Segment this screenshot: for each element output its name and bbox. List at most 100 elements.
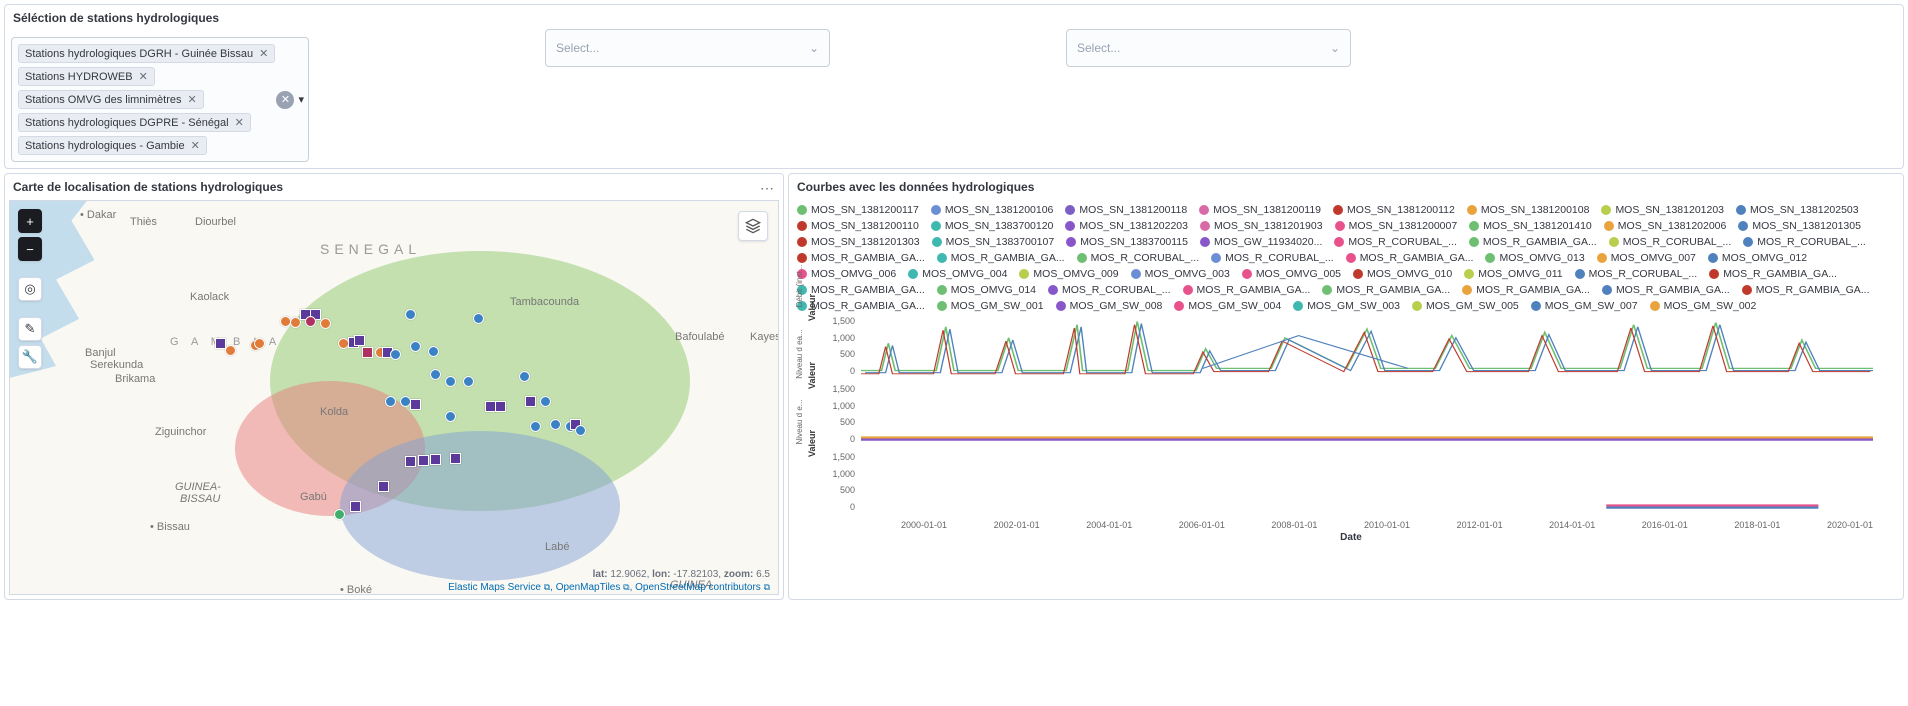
station-marker[interactable] [519,371,530,382]
legend-item[interactable]: MOS_GM_SW_005 [1412,300,1519,312]
station-marker[interactable] [525,396,536,407]
legend-item[interactable]: MOS_SN_1381201203 [1601,204,1724,216]
dropdown-caret-icon[interactable]: ▾ [298,93,304,106]
panel-options-icon[interactable]: ⋯ [760,180,775,197]
tools-button[interactable]: 🔧 [18,345,42,369]
legend-item[interactable]: MOS_R_GAMBIA_GA... [937,252,1065,264]
filter-select-2[interactable]: Select... ⌄ [1066,29,1351,67]
legend-item[interactable]: MOS_OMVG_009 [1019,268,1118,280]
legend-item[interactable]: MOS_R_CORUBAL_... [1048,284,1171,296]
legend-item[interactable]: MOS_OMVG_012 [1708,252,1807,264]
legend-item[interactable]: MOS_SN_1381202006 [1604,220,1727,232]
legend-item[interactable]: MOS_OMVG_010 [1353,268,1452,280]
legend-item[interactable]: MOS_SN_1381200119 [1199,204,1321,216]
layers-button[interactable] [738,211,768,241]
station-marker[interactable] [405,456,416,467]
legend-item[interactable]: MOS_R_GAMBIA_GA... [1462,284,1590,296]
station-marker[interactable] [410,399,421,410]
legend-item[interactable]: MOS_SN_1381202503 [1736,204,1859,216]
station-marker[interactable] [350,501,361,512]
filter-select-1[interactable]: Select... ⌄ [545,29,830,67]
station-marker[interactable] [540,396,551,407]
station-marker[interactable] [418,455,429,466]
station-marker[interactable] [430,369,441,380]
legend-item[interactable]: MOS_GM_SW_001 [937,300,1044,312]
legend-item[interactable]: MOS_R_GAMBIA_GA... [1602,284,1730,296]
legend-item[interactable]: MOS_GM_SW_004 [1174,300,1281,312]
station-marker[interactable] [530,421,541,432]
legend-item[interactable]: MOS_GM_SW_002 [1650,300,1757,312]
map-canvas[interactable]: SENEGALG A M B I A • DakarThièsDiourbelK… [9,200,779,595]
legend-item[interactable]: MOS_SN_1381200117 [797,204,919,216]
zoom-out-button[interactable]: − [18,237,42,261]
legend-item[interactable]: MOS_R_GAMBIA_GA... [1469,236,1597,248]
station-chip[interactable]: Stations hydrologiques DGRH - Guinée Bis… [18,44,275,63]
legend-item[interactable]: MOS_SN_1381200106 [931,204,1054,216]
legend-item[interactable]: MOS_SN_1381201305 [1738,220,1861,232]
legend-item[interactable]: MOS_SN_1381200110 [797,220,919,232]
station-marker[interactable] [405,309,416,320]
station-marker[interactable] [473,313,484,324]
legend-item[interactable]: MOS_SN_1381200118 [1065,204,1187,216]
legend-item[interactable]: MOS_SN_1383700115 [1066,236,1188,248]
legend-item[interactable]: MOS_OMVG_004 [908,268,1007,280]
legend-item[interactable]: MOS_GW_11934020... [1200,236,1322,248]
station-marker[interactable] [450,453,461,464]
station-marker[interactable] [430,454,441,465]
station-marker[interactable] [575,425,586,436]
station-marker[interactable] [385,396,396,407]
station-marker[interactable] [305,316,316,327]
legend-item[interactable]: MOS_OMVG_006 [797,268,896,280]
station-marker[interactable] [390,349,401,360]
legend-item[interactable]: MOS_R_GAMBIA_GA... [797,252,925,264]
legend-item[interactable]: MOS_SN_1383700107 [932,236,1055,248]
station-marker[interactable] [463,376,474,387]
station-marker[interactable] [354,335,365,346]
measure-tool-button[interactable]: ✎ [18,317,42,341]
station-marker[interactable] [378,481,389,492]
station-marker[interactable] [362,347,373,358]
station-chip[interactable]: Stations hydrologiques DGPRE - Sénégal✕ [18,113,251,132]
legend-item[interactable]: MOS_GM_SW_007 [1531,300,1638,312]
fit-bounds-button[interactable]: ◎ [18,277,42,301]
legend-item[interactable]: MOS_SN_1381200108 [1467,204,1590,216]
remove-chip-icon[interactable]: ✕ [139,70,148,83]
legend-item[interactable]: MOS_GM_SW_008 [1056,300,1163,312]
clear-selection-icon[interactable]: ✕ [276,91,294,109]
legend-item[interactable]: MOS_R_GAMBIA_GA... [1742,284,1870,296]
legend-item[interactable]: MOS_SN_1381200112 [1333,204,1455,216]
attrib-link[interactable]: OpenMapTiles ⧉ [556,582,630,593]
legend-item[interactable]: MOS_SN_1381201303 [797,236,920,248]
station-marker[interactable] [215,338,226,349]
legend-item[interactable]: MOS_OMVG_007 [1597,252,1696,264]
station-multiselect[interactable]: Stations hydrologiques DGRH - Guinée Bis… [11,37,309,162]
legend-item[interactable]: MOS_R_GAMBIA_GA... [1346,252,1474,264]
legend-item[interactable]: MOS_R_GAMBIA_GA... [1183,284,1311,296]
station-marker[interactable] [334,509,345,520]
legend-item[interactable]: MOS_R_CORUBAL_... [1334,236,1457,248]
legend-item[interactable]: MOS_R_CORUBAL_... [1077,252,1200,264]
legend-item[interactable]: MOS_SN_1381201903 [1200,220,1323,232]
legend-item[interactable]: MOS_OMVG_003 [1131,268,1230,280]
remove-chip-icon[interactable]: ✕ [235,116,244,129]
legend-item[interactable]: MOS_R_CORUBAL_... [1211,252,1334,264]
legend-item[interactable]: MOS_GM_SW_003 [1293,300,1400,312]
legend-item[interactable]: MOS_R_CORUBAL_... [1743,236,1866,248]
attrib-link[interactable]: OpenStreetMap contributors ⧉ [635,582,770,593]
station-marker[interactable] [445,411,456,422]
station-chip[interactable]: Stations hydrologiques - Gambie✕ [18,136,207,155]
legend-item[interactable]: MOS_SN_1381202203 [1065,220,1188,232]
attrib-link[interactable]: Elastic Maps Service ⧉ [448,582,550,593]
zoom-in-button[interactable]: + [18,209,42,233]
station-marker[interactable] [445,376,456,387]
station-chip[interactable]: Stations OMVG des limnimètres✕ [18,90,204,109]
legend-item[interactable]: MOS_SN_1381201410 [1469,220,1592,232]
station-marker[interactable] [550,419,561,430]
legend-item[interactable]: MOS_R_CORUBAL_... [1609,236,1732,248]
remove-chip-icon[interactable]: ✕ [188,93,197,106]
legend-item[interactable]: MOS_R_GAMBIA_GA... [1709,268,1837,280]
station-marker[interactable] [320,318,331,329]
station-marker[interactable] [410,341,421,352]
legend-item[interactable]: MOS_OMVG_014 [937,284,1036,296]
station-marker[interactable] [254,338,265,349]
